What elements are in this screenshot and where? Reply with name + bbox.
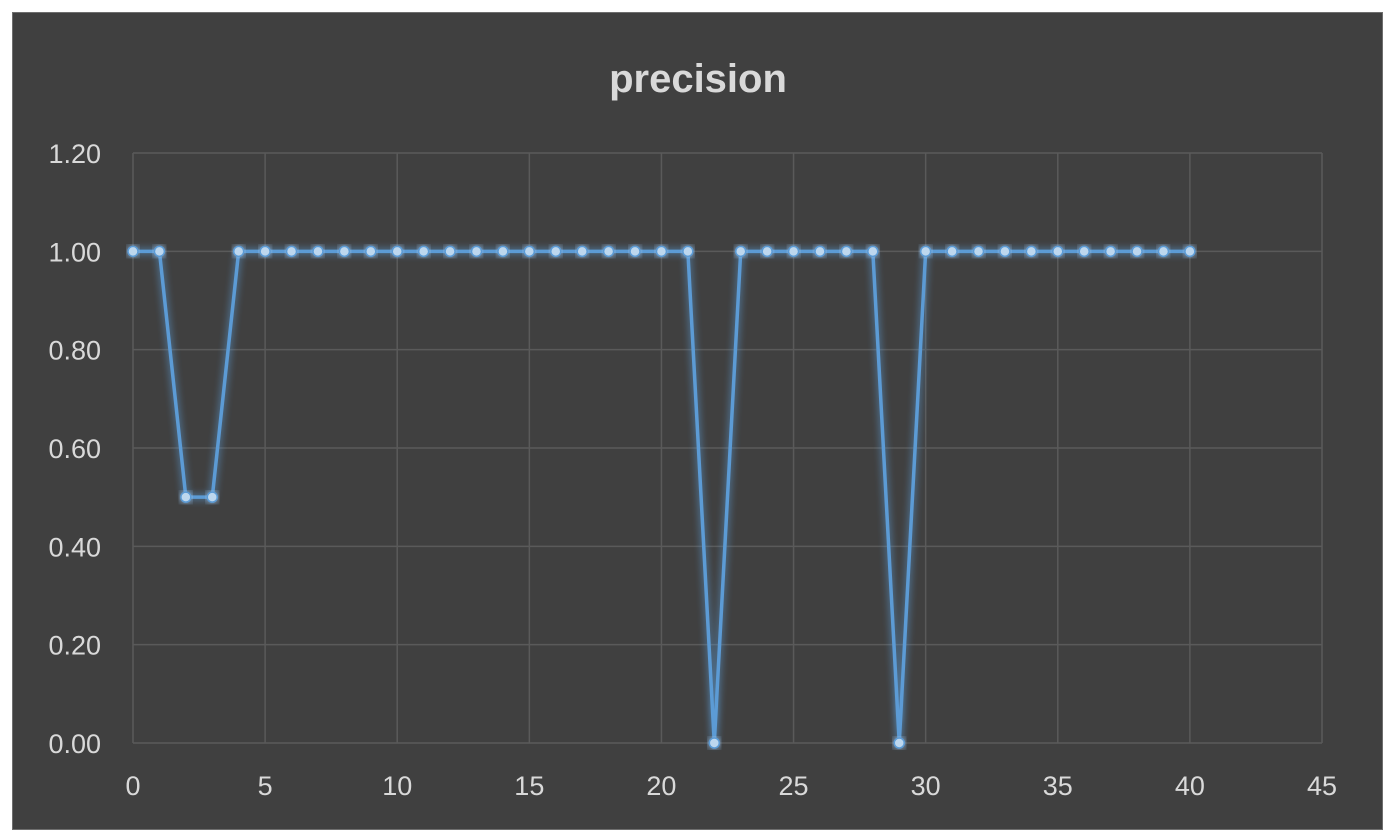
x-tick-label: 5 <box>258 771 273 801</box>
data-point <box>523 245 536 258</box>
y-tick-label: 0.00 <box>48 729 101 759</box>
y-axis-ticks: 0.00 0.20 0.40 0.60 0.80 1.00 1.20 <box>48 139 101 759</box>
data-point <box>497 245 509 258</box>
data-point <box>893 737 905 749</box>
data-point <box>312 245 324 258</box>
y-tick-label: 0.40 <box>48 532 101 562</box>
x-tick-label: 15 <box>514 771 544 801</box>
data-point <box>867 245 879 258</box>
data-point <box>1052 245 1064 258</box>
x-tick-label: 40 <box>1175 771 1205 801</box>
data-point <box>972 245 985 258</box>
data-point <box>946 245 958 258</box>
y-tick-label: 1.20 <box>48 139 101 169</box>
data-point <box>338 245 351 258</box>
grid-lines <box>132 152 1323 744</box>
x-tick-label: 30 <box>911 771 941 801</box>
data-point <box>180 491 192 503</box>
data-point <box>127 245 139 258</box>
x-tick-label: 0 <box>125 771 140 801</box>
data-point <box>734 245 747 258</box>
data-point <box>206 491 219 503</box>
data-point <box>365 245 377 258</box>
data-point <box>576 245 588 258</box>
data-point <box>1184 245 1196 258</box>
data-point <box>761 245 773 258</box>
x-tick-label: 20 <box>646 771 676 801</box>
data-point <box>840 245 853 258</box>
data-point <box>470 245 483 258</box>
data-point <box>999 245 1011 258</box>
data-point <box>391 245 403 258</box>
data-point <box>629 245 641 258</box>
data-point <box>602 245 615 258</box>
data-point <box>919 245 932 258</box>
data-point <box>1025 245 1038 258</box>
data-point <box>1104 245 1117 258</box>
data-point <box>550 245 562 258</box>
data-point <box>655 245 668 258</box>
x-tick-label: 25 <box>779 771 809 801</box>
data-point <box>814 245 826 258</box>
data-point <box>285 245 298 258</box>
data-point <box>1157 245 1170 258</box>
data-point <box>259 245 271 258</box>
x-tick-label: 35 <box>1043 771 1073 801</box>
data-point <box>417 245 430 258</box>
y-tick-label: 0.80 <box>48 336 101 366</box>
x-tick-label: 10 <box>382 771 412 801</box>
data-point <box>444 245 456 258</box>
series-layer <box>127 245 1196 749</box>
y-tick-label: 1.00 <box>48 237 101 267</box>
y-tick-label: 0.60 <box>48 434 101 464</box>
data-point <box>232 245 245 258</box>
data-point <box>153 245 166 258</box>
data-point <box>708 737 721 749</box>
data-point <box>787 245 800 258</box>
data-point <box>1131 245 1143 258</box>
x-tick-label: 45 <box>1307 771 1337 801</box>
x-axis-ticks: 0 5 10 15 20 25 30 35 40 45 <box>125 771 1337 801</box>
y-tick-label: 0.20 <box>48 631 101 661</box>
data-point <box>682 245 694 258</box>
data-point <box>1078 245 1090 258</box>
chart-title: precision <box>609 57 787 101</box>
